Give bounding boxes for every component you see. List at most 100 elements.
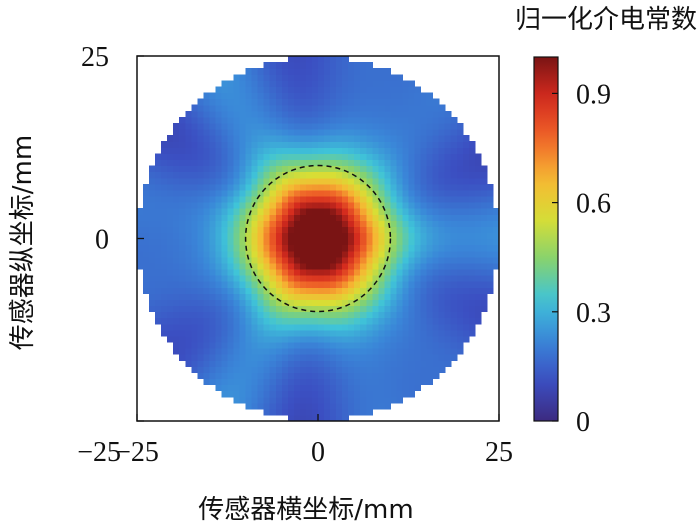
heatmap-cell xyxy=(191,171,198,179)
heatmap-cell xyxy=(215,329,223,337)
heatmap-cell xyxy=(330,232,337,240)
heatmap-cell xyxy=(402,86,410,94)
heatmap-cell xyxy=(402,208,410,215)
heatmap-cell xyxy=(360,129,367,136)
heatmap-cell xyxy=(342,323,349,331)
heatmap-cell xyxy=(155,317,162,325)
heatmap-cell xyxy=(408,341,416,349)
heatmap-cell xyxy=(269,80,277,88)
heatmap-cell xyxy=(426,372,434,380)
heatmap-cell xyxy=(293,360,301,367)
heatmap-cell xyxy=(396,147,404,154)
heatmap-cell xyxy=(372,159,379,167)
heatmap-cell xyxy=(450,293,458,300)
heatmap-cell xyxy=(378,275,385,282)
heatmap-cell xyxy=(245,220,253,227)
heatmap-cell xyxy=(366,129,373,136)
heatmap-cell xyxy=(318,153,325,161)
heatmap-cell xyxy=(239,311,247,319)
heatmap-cell xyxy=(426,220,434,227)
heatmap-cell xyxy=(227,311,235,319)
heatmap-cell xyxy=(161,329,168,337)
heatmap-cell xyxy=(275,354,283,361)
heatmap-cell xyxy=(179,262,186,270)
heatmap-cell xyxy=(336,56,343,63)
heatmap-cell xyxy=(197,177,204,185)
heatmap-cell xyxy=(480,299,488,307)
heatmap-cell xyxy=(227,348,235,355)
heatmap-cell xyxy=(336,159,343,167)
heatmap-cell xyxy=(251,208,259,215)
y-tick-label: 25 xyxy=(81,42,109,73)
heatmap-cell xyxy=(269,378,277,386)
heatmap-cell xyxy=(420,147,428,154)
heatmap-cell xyxy=(432,348,440,355)
heatmap-cell xyxy=(366,80,373,88)
heatmap-cell xyxy=(227,323,235,331)
heatmap-cell xyxy=(191,226,198,234)
heatmap-cell xyxy=(342,287,349,294)
heatmap-cell xyxy=(336,80,343,88)
heatmap-cell xyxy=(287,348,295,355)
heatmap-cell xyxy=(384,348,391,355)
heatmap-cell xyxy=(456,341,464,349)
heatmap-cell xyxy=(227,135,235,142)
heatmap-cell xyxy=(336,293,343,300)
heatmap-cell xyxy=(384,232,391,240)
heatmap-cell xyxy=(324,408,331,416)
heatmap-cell xyxy=(311,104,319,112)
heatmap-cell xyxy=(293,317,301,325)
heatmap-cell xyxy=(384,104,391,112)
heatmap-cell xyxy=(318,165,325,173)
heatmap-cell xyxy=(468,329,476,337)
heatmap-cell xyxy=(348,171,355,179)
heatmap-cell xyxy=(311,159,319,167)
heatmap-cell xyxy=(432,214,440,221)
heatmap-cell xyxy=(408,189,416,197)
heatmap-cell xyxy=(402,390,410,398)
heatmap-cell xyxy=(330,341,337,349)
heatmap-cell xyxy=(432,262,440,270)
heatmap-cell xyxy=(396,305,404,313)
heatmap-cell xyxy=(221,390,229,398)
heatmap-cell xyxy=(305,238,313,246)
heatmap-cell xyxy=(173,177,180,185)
heatmap-cell xyxy=(480,244,488,252)
heatmap-cell xyxy=(293,122,301,130)
heatmap-cell xyxy=(408,86,416,94)
heatmap-cell xyxy=(342,129,349,136)
heatmap-cell xyxy=(275,341,283,349)
heatmap-cell xyxy=(179,208,186,215)
heatmap-cell xyxy=(299,147,307,154)
heatmap-cell xyxy=(414,293,422,300)
heatmap-cell xyxy=(185,141,192,148)
heatmap-cell xyxy=(203,341,210,349)
heatmap-cell xyxy=(324,238,331,246)
heatmap-cell xyxy=(408,208,416,215)
heatmap-cell xyxy=(372,268,379,276)
heatmap-cell xyxy=(269,396,277,404)
heatmap-cell xyxy=(486,202,494,209)
heatmap-cell xyxy=(305,268,313,276)
heatmap-cell xyxy=(408,129,416,136)
heatmap-cell xyxy=(287,171,295,179)
heatmap-cell xyxy=(318,317,325,325)
heatmap-cell xyxy=(378,348,385,355)
heatmap-cell xyxy=(390,98,398,106)
heatmap-cell xyxy=(263,238,271,246)
heatmap-cell xyxy=(318,390,325,398)
heatmap-cell xyxy=(245,335,253,343)
heatmap-cell xyxy=(191,122,198,130)
heatmap-cell xyxy=(197,110,204,118)
heatmap-cell xyxy=(474,208,482,215)
heatmap-cell xyxy=(450,335,458,343)
heatmap-cell xyxy=(161,323,168,331)
heatmap-cell xyxy=(275,360,283,367)
heatmap-cell xyxy=(318,366,325,373)
heatmap-cell xyxy=(426,189,434,197)
heatmap-cell xyxy=(179,287,186,294)
heatmap-cell xyxy=(330,372,337,380)
heatmap-cell xyxy=(318,414,325,422)
heatmap-cell xyxy=(233,110,241,118)
